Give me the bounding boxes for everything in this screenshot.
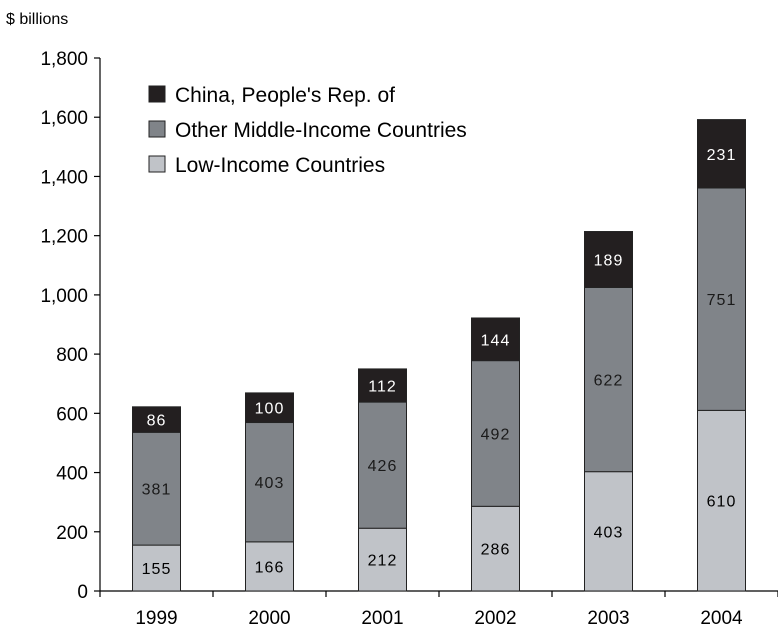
y-tick-label: 1,400 bbox=[40, 167, 88, 188]
legend-swatch bbox=[148, 120, 166, 138]
x-tick-label: 1999 bbox=[135, 608, 177, 629]
data-label: 100 bbox=[255, 401, 285, 418]
y-tick-label: 0 bbox=[77, 582, 88, 603]
data-label: 492 bbox=[481, 426, 511, 443]
data-label: 381 bbox=[142, 482, 172, 499]
bar-segment bbox=[584, 471, 633, 592]
data-label: 231 bbox=[707, 147, 737, 164]
data-label: 86 bbox=[147, 413, 167, 430]
data-label: 751 bbox=[707, 292, 737, 309]
data-label: 286 bbox=[481, 542, 511, 559]
data-label: 144 bbox=[481, 332, 511, 349]
bar-segment bbox=[471, 360, 520, 507]
bar-segment bbox=[132, 406, 181, 433]
bar-segment bbox=[358, 401, 407, 529]
data-label: 155 bbox=[142, 561, 172, 578]
y-tick-label: 1,600 bbox=[40, 108, 88, 129]
x-tick-label: 2000 bbox=[248, 608, 290, 629]
legend-swatch bbox=[148, 85, 166, 103]
y-unit-label: $ billions bbox=[6, 11, 68, 28]
data-label: 212 bbox=[368, 553, 398, 570]
y-tick-label: 200 bbox=[56, 523, 88, 544]
axes: 0 200 400 600 800 1,000 1,200 1,400 1,600 1,800 19… bbox=[40, 49, 778, 629]
data-label: 622 bbox=[594, 373, 624, 390]
x-tick-label: 2001 bbox=[361, 608, 403, 629]
data-label: 189 bbox=[594, 253, 624, 270]
x-tick-label: 2003 bbox=[587, 608, 629, 629]
data-label: 403 bbox=[255, 475, 285, 492]
y-tick-label: 600 bbox=[56, 404, 88, 425]
data-label: 112 bbox=[368, 378, 397, 395]
bar-segment bbox=[697, 119, 746, 189]
data-label: 426 bbox=[368, 458, 398, 475]
y-tick-label: 1,200 bbox=[40, 227, 88, 248]
legend-label: China, People's Rep. of bbox=[175, 84, 395, 107]
bar-segment bbox=[245, 392, 294, 424]
y-tick-label: 800 bbox=[56, 345, 88, 366]
legend: China, People's Rep. of Other Middle-Inco… bbox=[148, 84, 467, 177]
y-tick-label: 400 bbox=[56, 464, 88, 485]
data-label: 403 bbox=[594, 524, 624, 541]
bar-segment bbox=[358, 527, 407, 592]
y-tick-label: 1,000 bbox=[40, 286, 88, 307]
legend-label: Low-Income Countries bbox=[175, 154, 385, 177]
bar-segment bbox=[584, 286, 633, 473]
legend-swatch bbox=[148, 155, 166, 173]
x-tick-label: 2002 bbox=[474, 608, 516, 629]
bar-segment bbox=[132, 431, 181, 546]
legend-label: Other Middle-Income Countries bbox=[175, 119, 467, 142]
bar-segment bbox=[471, 317, 520, 362]
bar-segment bbox=[245, 422, 294, 543]
bar-segment bbox=[471, 505, 520, 592]
bar-segment bbox=[697, 409, 746, 592]
y-tick-label: 1,800 bbox=[40, 49, 88, 70]
bar-segment bbox=[697, 187, 746, 411]
bar-segment bbox=[132, 544, 181, 592]
data-label: 166 bbox=[255, 559, 285, 576]
bars: 155 381 86 166 403 100 212 426 112 286 492 144 403 62… bbox=[132, 119, 746, 592]
data-label: 610 bbox=[707, 494, 737, 511]
x-tick-label: 2004 bbox=[700, 608, 743, 629]
bar-segment bbox=[584, 231, 633, 288]
bar-segment bbox=[358, 368, 407, 403]
